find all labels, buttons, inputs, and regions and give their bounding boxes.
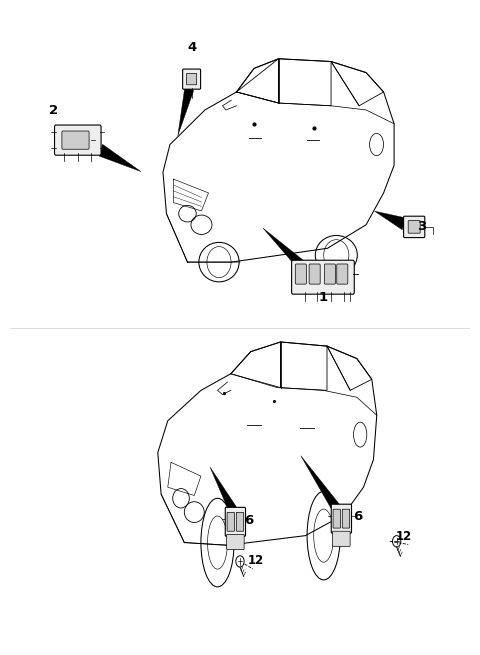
FancyBboxPatch shape (295, 264, 306, 284)
Text: 3: 3 (418, 220, 427, 233)
FancyBboxPatch shape (324, 264, 336, 284)
FancyBboxPatch shape (227, 534, 244, 550)
Text: 6: 6 (353, 510, 362, 523)
FancyBboxPatch shape (187, 73, 197, 84)
FancyBboxPatch shape (333, 531, 350, 546)
Polygon shape (278, 59, 331, 106)
Text: 2: 2 (49, 104, 58, 117)
FancyBboxPatch shape (225, 508, 246, 536)
Text: 12: 12 (248, 553, 264, 567)
FancyBboxPatch shape (333, 509, 340, 528)
FancyBboxPatch shape (408, 221, 420, 233)
Polygon shape (178, 86, 194, 136)
Text: 4: 4 (187, 41, 196, 54)
Polygon shape (99, 144, 141, 172)
FancyBboxPatch shape (331, 504, 351, 533)
FancyBboxPatch shape (404, 216, 425, 238)
FancyBboxPatch shape (292, 260, 354, 294)
FancyBboxPatch shape (309, 264, 320, 284)
FancyBboxPatch shape (182, 69, 201, 89)
Text: 6: 6 (245, 514, 254, 527)
Polygon shape (263, 228, 309, 275)
Polygon shape (327, 346, 372, 390)
Polygon shape (231, 342, 280, 388)
FancyBboxPatch shape (236, 512, 244, 531)
Polygon shape (210, 467, 240, 520)
Polygon shape (280, 342, 327, 390)
FancyBboxPatch shape (62, 131, 89, 149)
Text: 1: 1 (318, 291, 327, 304)
FancyBboxPatch shape (342, 509, 349, 528)
FancyBboxPatch shape (55, 125, 101, 155)
Polygon shape (237, 59, 278, 103)
FancyBboxPatch shape (337, 264, 348, 284)
Polygon shape (374, 211, 405, 230)
Text: 12: 12 (396, 530, 412, 543)
FancyBboxPatch shape (227, 512, 234, 531)
Polygon shape (301, 456, 343, 517)
